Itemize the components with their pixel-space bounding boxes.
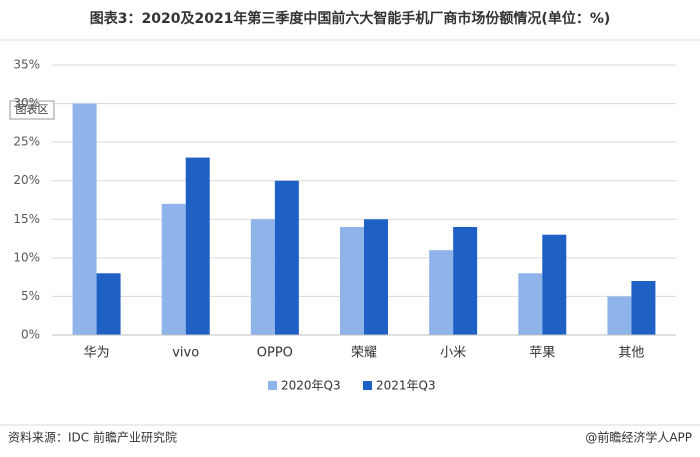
y-tick-label: 15% xyxy=(13,212,40,226)
bar xyxy=(453,227,478,335)
bar xyxy=(96,273,121,335)
y-tick-label: 35% xyxy=(13,58,40,72)
y-tick-label: 0% xyxy=(21,328,40,342)
credit: @前瞻经济学人APP xyxy=(585,430,692,445)
x-tick-label: 华为 xyxy=(84,346,110,361)
x-tick-label: 苹果 xyxy=(529,346,555,361)
legend-swatch xyxy=(268,381,277,390)
x-tick-label: 小米 xyxy=(440,346,466,361)
bar xyxy=(72,103,97,335)
bar xyxy=(161,203,186,335)
bar xyxy=(631,281,656,335)
chart-title: 图表3：2020及2021年第三季度中国前六大智能手机厂商市场份额情况(单位：%… xyxy=(90,10,611,27)
bar xyxy=(364,219,388,335)
bar xyxy=(542,234,567,335)
bar xyxy=(518,273,543,335)
legend-label: 2021年Q3 xyxy=(376,379,436,393)
x-tick-label: vivo xyxy=(172,346,199,361)
bar xyxy=(250,219,275,335)
bar xyxy=(274,180,299,335)
y-tick-label: 30% xyxy=(13,96,40,110)
annotation-box xyxy=(9,100,55,120)
annotation: 图表区 xyxy=(16,102,49,116)
y-tick-label: 25% xyxy=(13,135,40,149)
legend-swatch xyxy=(363,381,372,390)
bar xyxy=(340,227,364,335)
x-tick-label: 其他 xyxy=(618,346,644,361)
legend-label: 2020年Q3 xyxy=(281,379,341,393)
source: 资料来源：IDC 前瞻产业研究院 xyxy=(8,430,177,445)
bar xyxy=(607,296,632,335)
y-tick-label: 10% xyxy=(13,250,40,264)
y-tick-label: 20% xyxy=(13,173,40,187)
x-tick-label: 荣耀 xyxy=(351,346,377,361)
bar xyxy=(429,250,454,335)
x-tick-label: OPPO xyxy=(257,346,293,361)
bar xyxy=(185,157,210,335)
y-tick-label: 5% xyxy=(21,289,40,303)
